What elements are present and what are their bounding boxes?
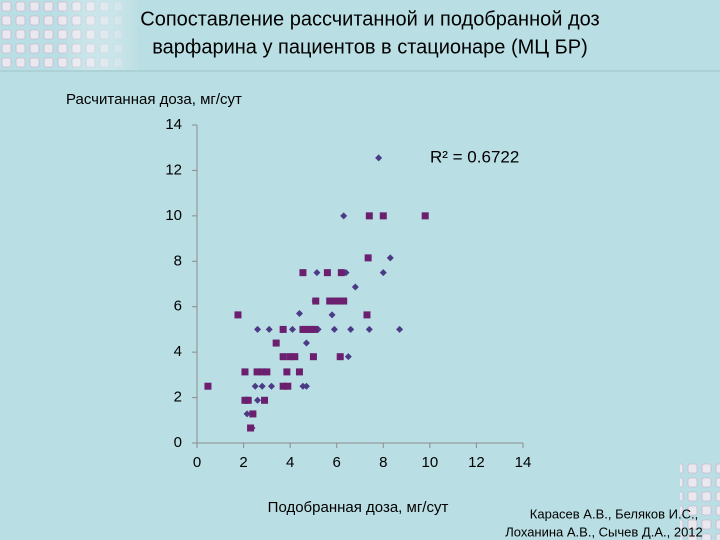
point [306,325,314,333]
y-tick-label: 10 [165,207,182,224]
point [379,269,387,277]
y-tick-label: 2 [174,389,182,406]
point [323,269,331,277]
y-axis-label: Расчитанная доза, мг/сут [66,91,242,108]
point [251,382,259,390]
point [234,311,242,319]
point [313,269,321,277]
x-tick-label: 0 [193,454,201,471]
point [263,368,271,376]
title-line: Сопоставление рассчитанной и подобранной… [140,8,599,30]
point [421,212,429,220]
point [244,396,252,404]
point [330,297,338,305]
point [330,325,338,333]
point [302,339,310,347]
x-tick-label: 4 [286,454,294,471]
point [261,396,269,404]
point [328,311,336,319]
x-tick-label: 8 [379,454,387,471]
point [288,325,296,333]
y-tick-label: 12 [165,161,182,178]
x-tick-label: 6 [333,454,341,471]
point [364,254,372,262]
point [365,325,373,333]
point [286,353,294,361]
point [291,353,299,361]
point [309,353,317,361]
title-line: варфарина у пациентов в стационаре (МЦ Б… [152,36,588,58]
point [363,311,371,319]
x-tick-label: 12 [468,454,485,471]
point [351,283,359,291]
point [268,382,276,390]
x-tick-label: 14 [515,454,532,471]
y-tick-label: 6 [174,298,182,315]
point [335,297,343,305]
point [272,339,280,347]
point [279,325,287,333]
annotation: R² = 0.6722 [430,147,519,166]
point [326,297,334,305]
point [247,424,255,432]
point [340,297,348,305]
point [386,254,394,262]
point [254,325,262,333]
point [284,382,292,390]
point [253,368,261,376]
point [365,212,373,220]
decor-fade [60,0,140,70]
credit-line: Карасев А.В., Беляков И.С., [530,506,698,521]
point [204,382,212,390]
point [396,325,404,333]
point [241,368,249,376]
point [375,154,383,162]
point [258,368,266,376]
point [249,410,257,418]
point [379,212,387,220]
point [279,353,287,361]
credit-line: Лоханина А.В., Сычев Д.А., 2012 [505,524,703,539]
point [337,269,345,277]
point [299,269,307,277]
point [295,368,303,376]
x-axis-label: Подобранная доза, мг/сут [268,499,449,516]
point [254,396,262,404]
point [279,382,287,390]
point [243,410,251,418]
plot: 0 2 4 6 8 10 12 14 0 2 4 6 8 10 12 14 [165,116,531,471]
point [312,297,320,305]
y-tick-label: 0 [174,434,182,451]
x-tick-label: 2 [239,454,247,471]
point [340,212,348,220]
y-tick-label: 8 [174,252,182,269]
y-tick-label: 4 [174,343,182,360]
decor-dots [680,460,720,540]
y-tick-label: 14 [165,116,182,133]
point [347,325,355,333]
point [283,368,291,376]
point [311,325,319,333]
point [295,310,303,318]
point [258,382,266,390]
point [302,382,310,390]
point [336,353,344,361]
point [344,353,352,361]
x-tick-label: 10 [422,454,439,471]
point [265,325,273,333]
